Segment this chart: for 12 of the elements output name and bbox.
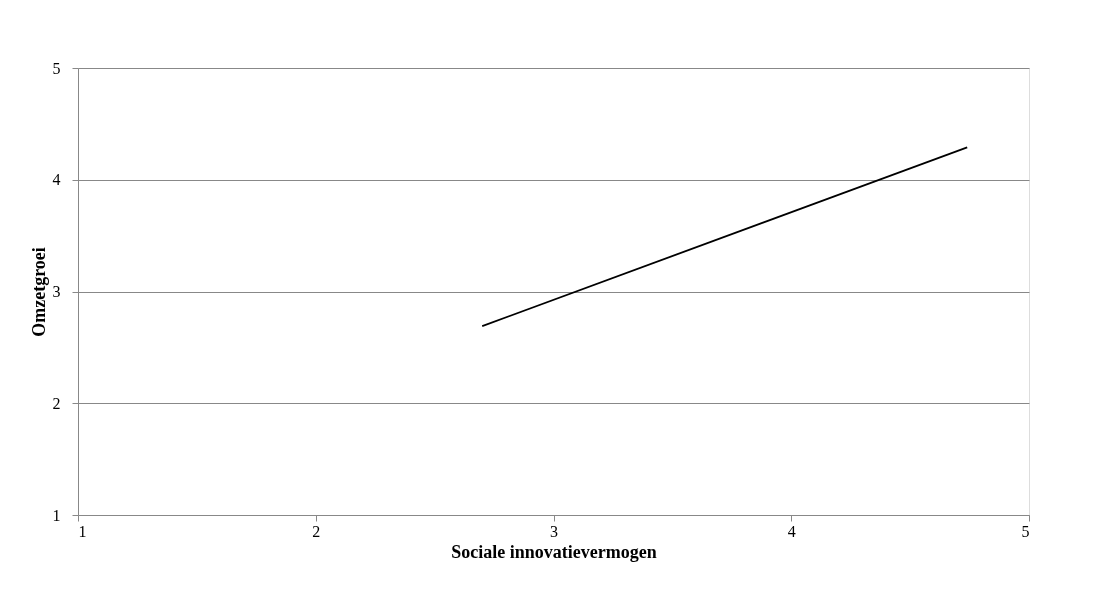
x-tick-label: 2 [312, 522, 321, 540]
x-axis-title: Sociale innovatievermogen [451, 541, 657, 562]
y-tick-label: 2 [52, 394, 61, 412]
y-tick-label: 5 [52, 59, 61, 77]
y-tick-label: 1 [52, 506, 61, 524]
y-tick-label: 4 [52, 171, 61, 189]
x-tick-label: 3 [550, 522, 558, 540]
y-tick-label: 3 [52, 283, 61, 300]
y-axis-title: Omzetgroei [28, 247, 49, 337]
x-tick-label: 5 [1021, 522, 1030, 540]
x-tick-label: 4 [787, 522, 796, 540]
x-tick-label: 1 [78, 522, 87, 540]
